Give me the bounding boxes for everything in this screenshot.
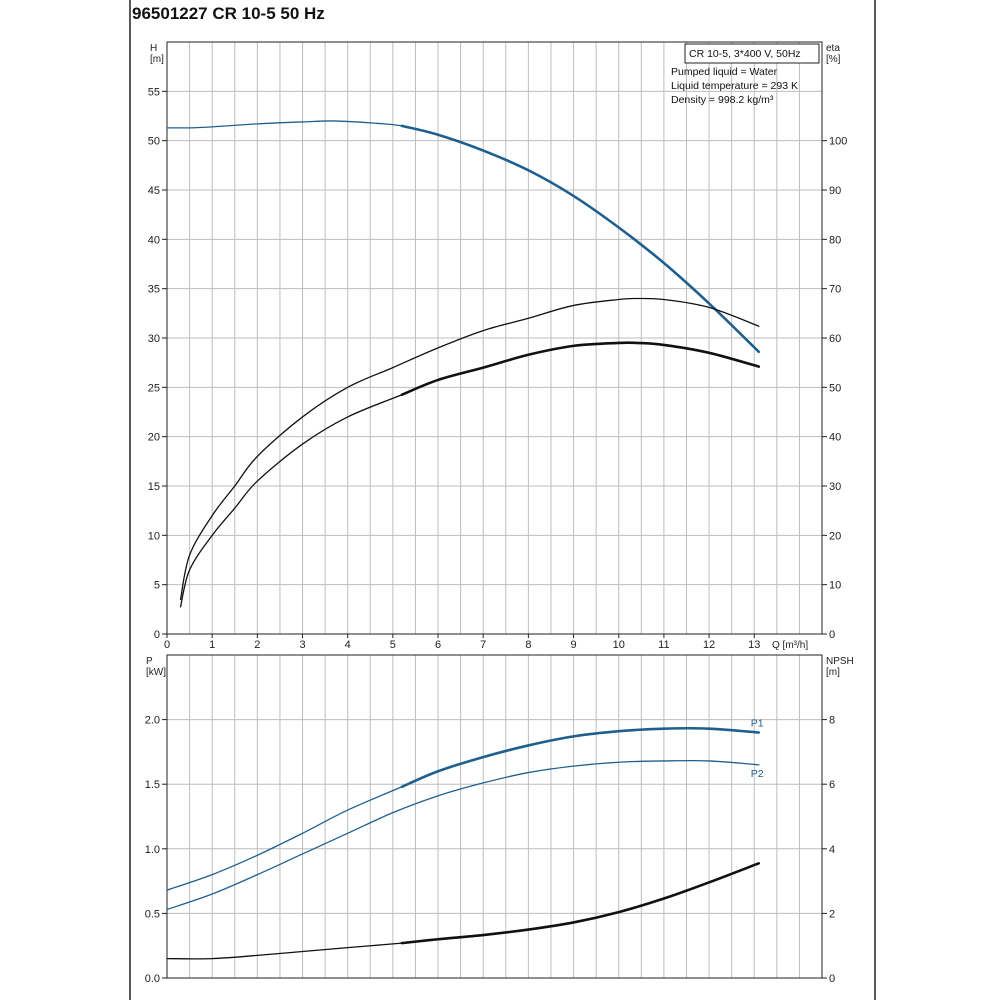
series-label: P2 bbox=[751, 768, 764, 780]
info-box: CR 10-5, 3*400 V, 50Hz Pumped liquid = W… bbox=[671, 43, 820, 106]
x-tick-label: 10 bbox=[613, 639, 625, 651]
x-axis-label: Q [m³/h] bbox=[772, 640, 808, 651]
x-tick-label: 0 bbox=[164, 639, 170, 651]
y-tick-label-right: 90 bbox=[829, 185, 841, 197]
top-chart-ticks: 0510152025303540455055010203040506070809… bbox=[148, 86, 848, 651]
series-line bbox=[179, 341, 760, 608]
bottom-left-axis-label: P [kW] bbox=[146, 656, 166, 678]
y-tick-label-right: 30 bbox=[829, 481, 841, 493]
y-tick-label-left: 50 bbox=[148, 136, 160, 148]
series-line bbox=[166, 862, 760, 960]
y-tick-label-right: 60 bbox=[829, 333, 841, 345]
x-tick-label: 11 bbox=[658, 639, 669, 651]
series-line bbox=[166, 759, 760, 911]
y-tick-label-right: 40 bbox=[829, 432, 841, 444]
y-tick-label-left: 55 bbox=[148, 86, 160, 98]
y-tick-label-right: 4 bbox=[829, 844, 835, 856]
bottom-right-axis-label: NPSH [m] bbox=[826, 656, 854, 678]
y-tick-label-left: 40 bbox=[148, 234, 160, 246]
y-tick-label-left: 1.0 bbox=[145, 844, 160, 856]
bottom-chart-series: P1 P2 bbox=[166, 718, 764, 960]
series-label: P1 bbox=[751, 718, 764, 730]
info-box-model: CR 10-5, 3*400 V, 50Hz bbox=[689, 48, 801, 60]
x-tick-label: 7 bbox=[480, 639, 486, 651]
x-tick-label: 9 bbox=[570, 639, 576, 651]
y-tick-label-left: 20 bbox=[148, 432, 160, 444]
y-tick-label-right: 70 bbox=[829, 284, 841, 296]
top-chart-grid bbox=[167, 42, 822, 634]
y-tick-label-left: 0 bbox=[154, 629, 160, 641]
x-tick-label: 3 bbox=[299, 639, 305, 651]
y-tick-label-left: 0.5 bbox=[145, 908, 160, 920]
y-tick-label-right: 2 bbox=[829, 908, 835, 920]
series-line bbox=[166, 120, 760, 353]
x-tick-label: 6 bbox=[435, 639, 441, 651]
series-line-operating-range bbox=[400, 341, 761, 397]
page-title: 96501227 CR 10-5 50 Hz bbox=[132, 4, 325, 23]
y-tick-label-right: 6 bbox=[829, 779, 835, 791]
top-right-axis-label: eta [%] bbox=[826, 43, 841, 65]
x-tick-label: 5 bbox=[390, 639, 396, 651]
info-box-liquid-temperature: Liquid temperature = 293 K bbox=[671, 80, 798, 92]
y-tick-label-left: 1.5 bbox=[145, 779, 160, 791]
y-tick-label-left: 30 bbox=[148, 333, 160, 345]
x-tick-label: 13 bbox=[748, 639, 760, 651]
y-tick-label-left: 5 bbox=[154, 580, 160, 592]
info-box-pumped-liquid: Pumped liquid = Water bbox=[671, 66, 778, 78]
head-efficiency-chart: 0510152025303540455055010203040506070809… bbox=[148, 41, 848, 651]
y-tick-label-left: 10 bbox=[148, 530, 160, 542]
y-tick-label-right: 20 bbox=[829, 530, 841, 542]
y-tick-label-right: 10 bbox=[829, 580, 841, 592]
info-box-model-frame bbox=[684, 43, 820, 64]
y-tick-label-left: 15 bbox=[148, 481, 160, 493]
series-line bbox=[179, 297, 760, 601]
y-tick-label-left: 0.0 bbox=[145, 973, 160, 985]
y-tick-label-right: 0 bbox=[829, 629, 835, 641]
bottom-chart-frame bbox=[166, 654, 823, 979]
y-tick-label-right: 50 bbox=[829, 382, 841, 394]
y-tick-label-left: 45 bbox=[148, 185, 160, 197]
y-tick-label-right: 0 bbox=[829, 973, 835, 985]
info-box-density: Density = 998.2 kg/m³ bbox=[671, 94, 774, 106]
power-npsh-chart: 0.0 0.5 1.0 1.5 2.0 0 2 4 6 8 P1 P2 P [kW] NPSH [m] bbox=[145, 654, 854, 985]
x-tick-label: 2 bbox=[254, 639, 260, 651]
bottom-chart-grid bbox=[167, 655, 822, 978]
series-line-operating-range bbox=[400, 862, 761, 945]
top-left-axis-label-line1: H [m] bbox=[150, 43, 164, 65]
x-tick-label: 1 bbox=[209, 639, 215, 651]
x-tick-label: 12 bbox=[703, 639, 715, 651]
y-tick-label-right: 100 bbox=[829, 136, 847, 148]
y-tick-label-left: 25 bbox=[148, 382, 160, 394]
series-line-operating-range bbox=[400, 726, 761, 789]
bottom-chart-ticks: 0.0 0.5 1.0 1.5 2.0 0 2 4 6 8 bbox=[145, 715, 835, 985]
y-tick-label-left: 2.0 bbox=[145, 715, 160, 727]
series-line bbox=[166, 727, 760, 891]
x-tick-label: 4 bbox=[345, 639, 351, 651]
y-tick-label-left: 35 bbox=[148, 284, 160, 296]
y-tick-label-right: 8 bbox=[829, 715, 835, 727]
x-tick-label: 8 bbox=[525, 639, 531, 651]
series-line-operating-range bbox=[400, 124, 761, 354]
y-tick-label-right: 80 bbox=[829, 234, 841, 246]
top-chart-series bbox=[166, 120, 761, 608]
